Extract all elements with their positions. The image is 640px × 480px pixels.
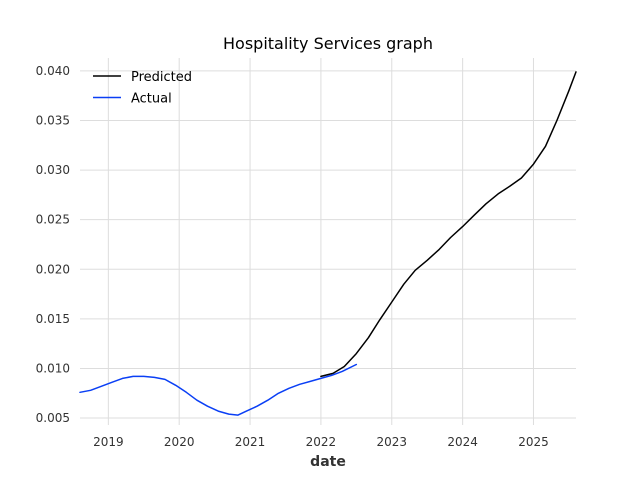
x-tick-label: 2022 bbox=[306, 435, 337, 449]
grid bbox=[80, 58, 576, 425]
x-axis-label: date bbox=[310, 454, 346, 470]
series-layer bbox=[79, 71, 577, 416]
series-line-actual bbox=[79, 363, 358, 416]
y-tick-label: 0.035 bbox=[36, 113, 70, 127]
y-tick-label: 0.020 bbox=[36, 262, 70, 276]
x-tick-label: 2020 bbox=[164, 435, 195, 449]
x-tick-label: 2021 bbox=[235, 435, 266, 449]
x-tick-label: 2024 bbox=[447, 435, 478, 449]
series-line-predicted bbox=[320, 71, 577, 378]
legend-label-predicted: Predicted bbox=[131, 70, 192, 85]
y-tick-label: 0.025 bbox=[36, 213, 70, 227]
y-tick-label: 0.015 bbox=[36, 312, 70, 326]
y-tick-label: 0.010 bbox=[36, 361, 70, 375]
y-tick-label: 0.005 bbox=[36, 411, 70, 425]
legend: Predicted Actual bbox=[93, 70, 192, 107]
x-tick-label: 2025 bbox=[518, 435, 549, 449]
y-tick-label: 0.040 bbox=[36, 64, 70, 78]
chart-title: Hospitality Services graph bbox=[223, 34, 433, 53]
x-tick-label: 2019 bbox=[93, 435, 124, 449]
legend-label-actual: Actual bbox=[131, 92, 172, 107]
x-tick-label: 2023 bbox=[376, 435, 407, 449]
tick-labels: 2019 2020 2021 2022 2023 2024 2025 0.005 0.010 0.… bbox=[36, 64, 549, 449]
y-tick-label: 0.030 bbox=[36, 163, 70, 177]
